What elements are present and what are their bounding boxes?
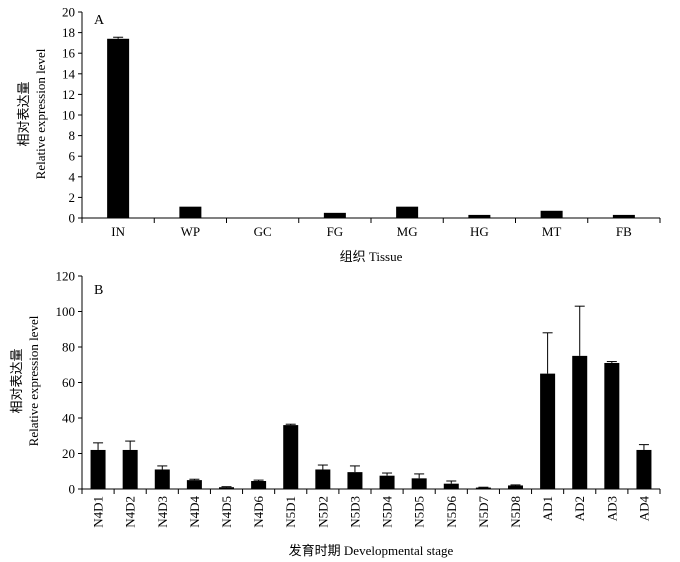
panel-a-bar-hg bbox=[468, 214, 491, 218]
panel-a-x-tick-label: FB bbox=[616, 224, 632, 239]
panel-a-xlabel: 组织 Tissue bbox=[340, 249, 403, 264]
panel-b-y-tick-label: 80 bbox=[62, 340, 75, 355]
panel-b-bar-n5d6 bbox=[443, 483, 459, 489]
panel-a-x-tick-label: MT bbox=[542, 224, 562, 239]
panel-b-bar-n4d3 bbox=[154, 469, 170, 489]
panel-a-bar-mt bbox=[540, 210, 563, 218]
panel-b-x-tick-label: N5D4 bbox=[380, 496, 395, 528]
panel-b-x-tick-label: N5D8 bbox=[508, 496, 523, 528]
panel-b-x-tick-label: N4D2 bbox=[123, 496, 138, 528]
panel-a-y-tick-label: 6 bbox=[69, 149, 76, 164]
panel-b-bar-ad2 bbox=[572, 355, 588, 489]
panel-b-bar-n4d2 bbox=[122, 449, 138, 489]
panel-b-x-tick-label: N5D5 bbox=[412, 496, 427, 528]
panel-a-x-tick-label: HG bbox=[470, 224, 489, 239]
panel-b: B 相对表达量 Relative expression level 发育时期 D… bbox=[9, 269, 661, 558]
panel-a-x-tick-label: GC bbox=[254, 224, 272, 239]
panel-b-x-tick-label: N5D6 bbox=[444, 496, 459, 528]
panel-a: A 相对表达量 Relative expression level 组织 Tis… bbox=[16, 5, 661, 264]
panel-a-label: A bbox=[94, 13, 105, 28]
panel-b-x-tick-label: N5D1 bbox=[283, 496, 298, 528]
panel-a-y-tick-label: 8 bbox=[69, 128, 76, 143]
panel-a-bar-fb bbox=[612, 214, 635, 218]
panel-b-x-tick-label: N4D3 bbox=[155, 496, 170, 528]
panel-b-bar-n5d5 bbox=[411, 478, 427, 489]
panel-b-bar-n5d1 bbox=[283, 425, 299, 489]
panel-b-y-tick-label: 0 bbox=[69, 482, 76, 497]
panel-a-bar-in bbox=[107, 38, 130, 218]
panel-b-x-tick-label: N5D7 bbox=[476, 496, 491, 528]
panel-b-bar-n4d6 bbox=[251, 481, 267, 489]
panel-b-y-tick-label: 20 bbox=[62, 446, 75, 461]
panel-a-x-tick-label: MG bbox=[397, 224, 418, 239]
panel-b-x-tick-label: N4D5 bbox=[219, 496, 234, 528]
panel-a-bar-fg bbox=[323, 212, 346, 218]
panel-b-y-tick-label: 100 bbox=[56, 304, 76, 319]
panel-b-ylabel-en: Relative expression level bbox=[26, 315, 41, 446]
panel-b-bar-n5d2 bbox=[315, 469, 331, 489]
panel-b-bar-ad1 bbox=[540, 373, 556, 489]
panel-b-bar-n5d4 bbox=[379, 475, 395, 489]
panel-b-x-tick-label: N4D6 bbox=[251, 496, 266, 528]
panel-b-ylabel-cn: 相对表达量 bbox=[9, 348, 24, 413]
panel-b-xlabel: 发育时期 Developmental stage bbox=[289, 543, 454, 558]
panel-a-y-tick-label: 14 bbox=[62, 66, 76, 81]
panel-a-y-tick-label: 16 bbox=[62, 46, 76, 61]
panel-b-x-tick-label: AD4 bbox=[636, 496, 651, 522]
panel-b-x-tick-label: AD1 bbox=[540, 496, 555, 521]
panel-b-bar-n5d3 bbox=[347, 472, 363, 489]
panel-b-x-tick-label: AD3 bbox=[604, 496, 619, 521]
panel-b-bar-ad4 bbox=[636, 449, 652, 489]
panel-a-y-tick-label: 18 bbox=[62, 25, 75, 40]
panel-b-bar-n4d1 bbox=[90, 449, 106, 489]
panel-b-bar-ad3 bbox=[604, 362, 620, 489]
panel-b-y-tick-label: 120 bbox=[56, 269, 76, 284]
panel-a-ylabel-cn: 相对表达量 bbox=[16, 81, 31, 146]
panel-b-y-tick-label: 40 bbox=[62, 411, 75, 426]
panel-a-y-tick-label: 2 bbox=[69, 190, 76, 205]
panel-b-x-tick-label: N4D4 bbox=[187, 496, 202, 528]
panel-a-x-tick-label: FG bbox=[327, 224, 344, 239]
panel-a-y-tick-label: 12 bbox=[62, 87, 75, 102]
panel-b-x-tick-label: AD2 bbox=[572, 496, 587, 521]
panel-a-ylabel-en: Relative expression level bbox=[33, 48, 48, 179]
panel-a-x-tick-label: IN bbox=[111, 224, 125, 239]
panel-b-bar-n5d8 bbox=[508, 485, 523, 489]
panel-a-y-tick-label: 10 bbox=[62, 108, 75, 123]
panel-b-x-tick-label: N4D1 bbox=[91, 496, 106, 528]
panel-b-x-tick-label: N5D3 bbox=[347, 496, 362, 528]
panel-a-y-tick-label: 0 bbox=[69, 211, 76, 226]
panel-b-label: B bbox=[94, 283, 103, 298]
panel-b-y-tick-label: 60 bbox=[62, 375, 75, 390]
panel-a-x-tick-label: WP bbox=[181, 224, 201, 239]
panel-b-bar-n4d4 bbox=[186, 480, 202, 489]
panel-a-y-tick-label: 20 bbox=[62, 5, 75, 20]
panel-a-y-tick-label: 4 bbox=[69, 169, 76, 184]
panel-b-bar-n5d7 bbox=[475, 487, 491, 489]
panel-b-x-tick-label: N5D2 bbox=[315, 496, 330, 528]
panel-a-bar-wp bbox=[179, 206, 202, 218]
panel-a-bar-mg bbox=[396, 206, 419, 218]
panel-b-bar-n4d5 bbox=[219, 487, 234, 489]
